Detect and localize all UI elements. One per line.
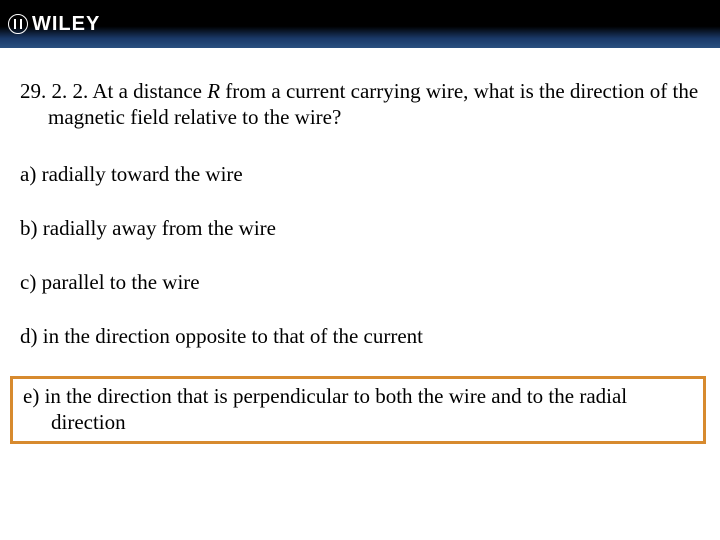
option-c: c) parallel to the wire [20, 267, 700, 297]
option-text: in the direction that is perpendicular t… [39, 384, 627, 434]
option-label: d) [20, 324, 38, 348]
wiley-mark-icon [8, 14, 28, 34]
question-number: 29. 2. 2. [20, 79, 88, 103]
question-text-pre: At a distance [88, 79, 207, 103]
option-a: a) radially toward the wire [20, 159, 700, 189]
option-e-highlighted: e) in the direction that is perpendicula… [10, 376, 706, 445]
options-list: a) radially toward the wire b) radially … [20, 159, 700, 445]
option-d: d) in the direction opposite to that of … [20, 321, 700, 351]
question-variable: R [207, 79, 220, 103]
brand-header: WILEY [0, 0, 720, 48]
option-text: radially away from the wire [38, 216, 277, 240]
brand-name: WILEY [32, 13, 100, 36]
option-text: parallel to the wire [36, 270, 199, 294]
option-label: a) [20, 162, 36, 186]
option-label: c) [20, 270, 36, 294]
slide-content: 29. 2. 2. At a distance R from a current… [0, 48, 720, 444]
option-text: in the direction opposite to that of the… [38, 324, 423, 348]
option-label: e) [23, 384, 39, 408]
option-label: b) [20, 216, 38, 240]
option-text: radially toward the wire [36, 162, 242, 186]
question-block: 29. 2. 2. At a distance R from a current… [20, 78, 700, 131]
brand-logo: WILEY [8, 13, 100, 36]
option-b: b) radially away from the wire [20, 213, 700, 243]
